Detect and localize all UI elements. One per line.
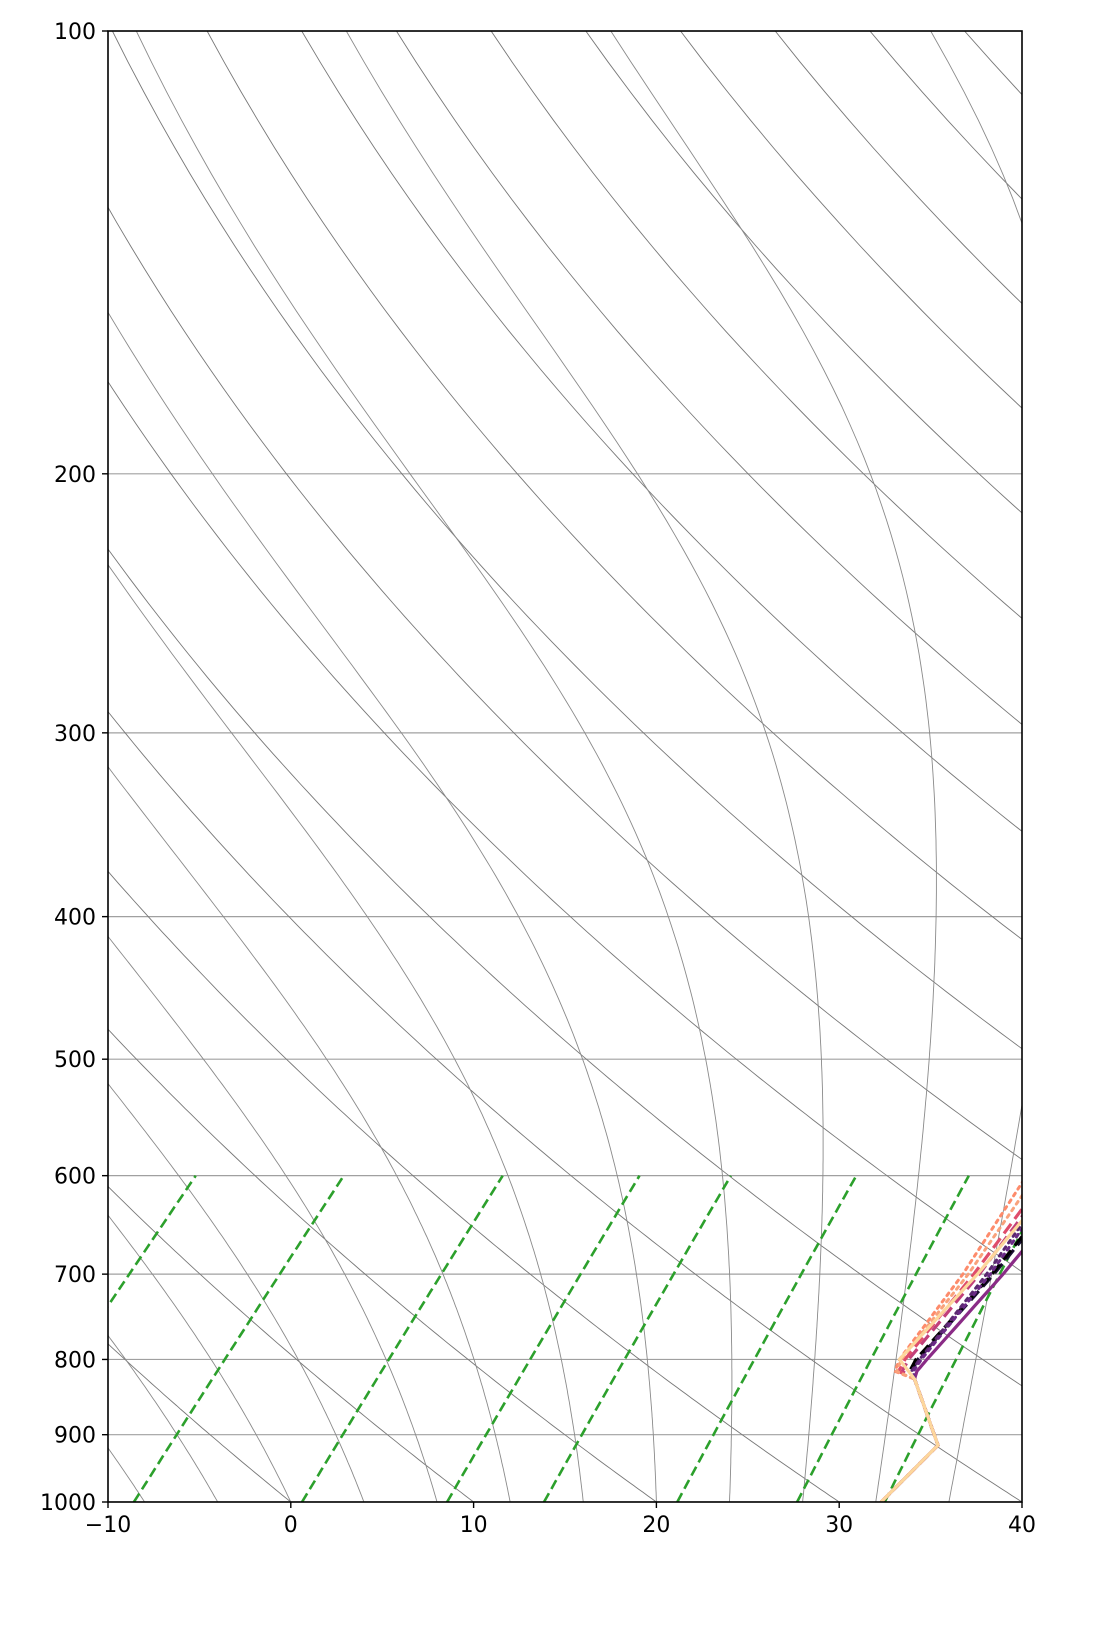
mixing-ratio-line xyxy=(544,1176,731,1502)
dry-adiabat-line xyxy=(907,0,1104,1533)
dry-adiabat-line xyxy=(540,0,1104,1533)
profile-line xyxy=(881,31,1104,1502)
y-tick-label: 300 xyxy=(54,722,96,747)
moist-adiabat-line xyxy=(0,31,656,1502)
y-tick-label: 800 xyxy=(54,1348,96,1373)
x-tick-label: 40 xyxy=(1008,1513,1036,1538)
dry-adiabat-line xyxy=(0,0,144,1533)
y-tick-label: 100 xyxy=(54,20,96,45)
x-tick-label: 10 xyxy=(460,1513,488,1538)
moist-adiabat-line xyxy=(0,31,291,1502)
dry-adiabat-line xyxy=(816,0,1104,1533)
moist-adiabat-line xyxy=(931,31,1079,1502)
moist-adiabat-line xyxy=(1022,31,1104,1502)
dry-adiabat-line xyxy=(0,0,1104,1533)
mixing-ratio-line xyxy=(447,1176,639,1502)
plot-frame xyxy=(108,31,1022,1502)
profile-line xyxy=(881,31,1104,1502)
y-tick-label: 700 xyxy=(54,1263,96,1288)
profile-line xyxy=(881,31,1104,1502)
mixing-ratio-line xyxy=(0,1176,15,1502)
x-tick-label: 20 xyxy=(642,1513,670,1538)
profile-line xyxy=(881,31,1104,1502)
dry-adiabat-line xyxy=(0,0,1104,1533)
mixing-ratio-line xyxy=(885,1176,1051,1502)
moist-adiabat-line xyxy=(611,31,937,1502)
y-tick-label: 900 xyxy=(54,1424,96,1449)
y-tick-label: 400 xyxy=(54,906,96,931)
mixing-ratio-line xyxy=(677,1176,856,1502)
dry-adiabat-line xyxy=(0,0,886,1533)
y-tick-label: 600 xyxy=(54,1165,96,1190)
x-tick-label: 0 xyxy=(284,1513,298,1538)
dry-adiabat-line xyxy=(632,0,1104,1533)
moist-adiabat-line xyxy=(0,31,218,1502)
moist-adiabat-line xyxy=(346,31,823,1502)
profile-line xyxy=(881,31,1104,1502)
x-tick-label: −10 xyxy=(85,1513,131,1538)
dry-adiabat-line xyxy=(356,0,1104,1533)
x-tick-label: 30 xyxy=(825,1513,853,1538)
moist-adiabat-line xyxy=(136,31,732,1502)
dry-adiabat-line xyxy=(1091,0,1104,1533)
profile-line xyxy=(881,31,1104,1502)
grid-layer xyxy=(0,0,1104,1533)
y-tick-label: 500 xyxy=(54,1048,96,1073)
profile-line xyxy=(881,31,1104,1502)
dry-adiabat-line xyxy=(999,0,1104,1533)
dry-adiabat-line xyxy=(0,0,330,1533)
dry-adiabat-line xyxy=(0,0,1104,1533)
series-layer xyxy=(881,31,1104,1502)
profile-line xyxy=(881,31,1104,1502)
dry-adiabat-line xyxy=(724,0,1104,1533)
profile-line xyxy=(881,31,1104,1502)
profile-line xyxy=(881,31,1104,1502)
dry-adiabat-line xyxy=(0,0,701,1533)
mixing-ratio-line xyxy=(302,1176,503,1502)
mixing-ratio-line xyxy=(0,1176,196,1502)
mixing-ratio-line xyxy=(134,1176,344,1502)
y-tick-label: 200 xyxy=(54,463,96,488)
